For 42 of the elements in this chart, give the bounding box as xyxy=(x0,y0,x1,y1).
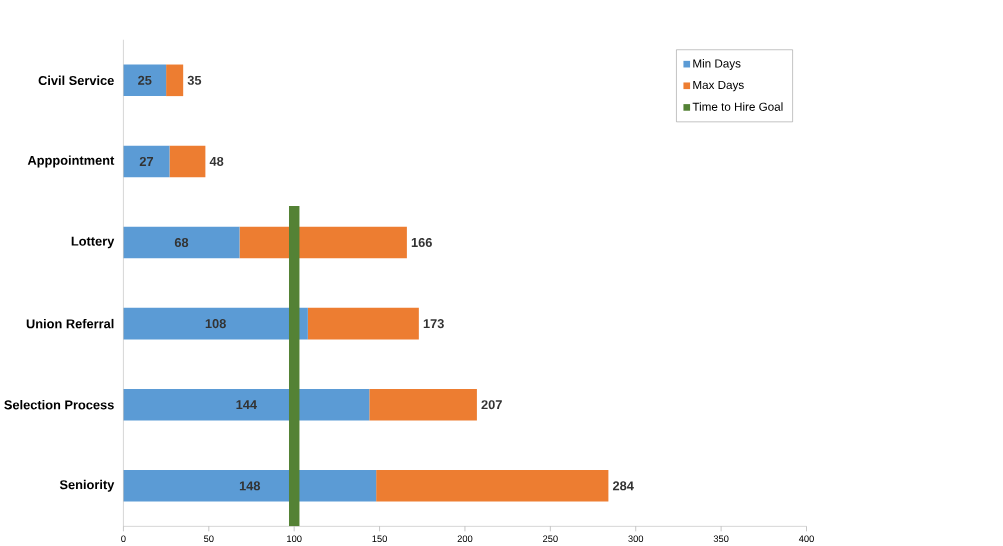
x-tick-label: 100 xyxy=(287,535,302,543)
bar xyxy=(369,388,477,421)
bar xyxy=(123,64,167,97)
x-tick-label: 150 xyxy=(372,535,387,543)
data-label: 25 xyxy=(138,75,152,85)
legend-label: Time to Hire Goal xyxy=(692,102,783,111)
bar xyxy=(123,388,370,421)
bar xyxy=(166,64,184,97)
bar xyxy=(123,470,377,502)
data-label: 108 xyxy=(205,319,226,329)
bar xyxy=(123,226,240,259)
y-tick-label: Seniority xyxy=(59,479,115,492)
total-label: 284 xyxy=(612,481,634,491)
data-label: 68 xyxy=(174,238,189,248)
bar xyxy=(123,145,170,178)
total-label: 207 xyxy=(481,400,502,410)
total-label: 48 xyxy=(209,156,224,166)
data-label: 144 xyxy=(236,400,257,410)
x-tick-label: 300 xyxy=(628,535,644,543)
x-tick-label: 400 xyxy=(798,535,814,543)
bar xyxy=(307,307,419,340)
x-tick-label: 50 xyxy=(203,535,214,543)
bar xyxy=(239,226,407,259)
y-tick-label: Civil Service xyxy=(38,75,114,86)
x-tick-label: 200 xyxy=(457,535,473,543)
x-tick-label: 350 xyxy=(713,535,729,543)
bar xyxy=(123,307,308,340)
total-label: 35 xyxy=(187,75,202,85)
total-label: 173 xyxy=(423,319,444,329)
total-label: 166 xyxy=(411,238,432,248)
x-tick-label: 0 xyxy=(121,535,126,543)
legend-label: Max Days xyxy=(693,80,744,92)
legend-label: Min Days xyxy=(693,59,741,70)
data-label: 27 xyxy=(139,156,154,166)
y-tick-label: Union Referral xyxy=(26,318,114,329)
y-tick-label: Apppointment xyxy=(27,155,115,168)
y-tick-label: Lottery xyxy=(71,236,115,249)
bar xyxy=(376,470,609,502)
x-tick-label: 250 xyxy=(543,535,558,543)
y-tick-label: Selection Process xyxy=(4,400,114,410)
data-label: 148 xyxy=(239,481,261,491)
bar xyxy=(169,145,206,178)
